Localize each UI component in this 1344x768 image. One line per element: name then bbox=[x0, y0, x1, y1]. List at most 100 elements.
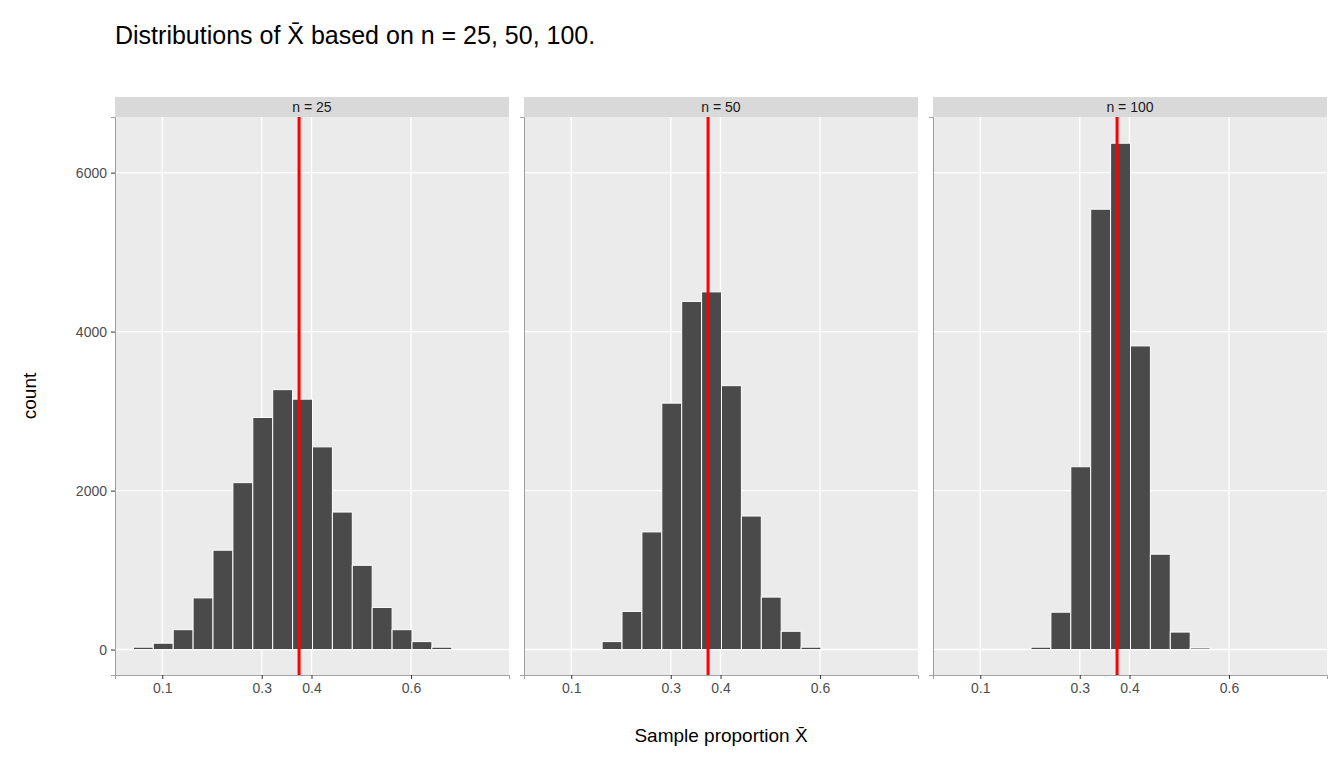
x-axis-line bbox=[525, 676, 919, 680]
strip-background bbox=[933, 97, 1327, 117]
strip-background bbox=[524, 97, 918, 117]
y-axis bbox=[929, 118, 934, 676]
bar bbox=[153, 643, 173, 649]
marks bbox=[1031, 117, 1210, 675]
panel: n = 250.10.30.40.60200040006000 bbox=[76, 97, 510, 696]
x-tick-mark bbox=[1130, 675, 1131, 679]
bar bbox=[761, 597, 781, 649]
bar bbox=[392, 630, 412, 650]
x-axis-title: Sample proportion X̄ bbox=[634, 725, 808, 746]
x-axis: 0.1 0.3 0.4 0.6 bbox=[934, 675, 1328, 696]
x-tick-mark bbox=[312, 675, 313, 679]
x-tick-label: 0.4 bbox=[302, 680, 322, 696]
bar bbox=[662, 403, 682, 649]
bar bbox=[642, 532, 662, 650]
grid-line-y bbox=[115, 172, 509, 173]
grid-line-x bbox=[980, 117, 981, 675]
bar bbox=[293, 399, 313, 649]
reference-line bbox=[1116, 117, 1119, 675]
x-tick: 0.3 bbox=[662, 675, 682, 696]
bar bbox=[821, 648, 841, 650]
x-tick-label: 0.3 bbox=[1071, 680, 1091, 696]
bar bbox=[582, 648, 602, 650]
x-tick-label: 0.6 bbox=[402, 680, 422, 696]
bar bbox=[682, 301, 702, 649]
grid-line-x bbox=[1228, 117, 1229, 675]
chart-title: Distributions of X̄ based on n = 25, 50,… bbox=[115, 21, 595, 49]
x-tick: 0.6 bbox=[402, 675, 422, 696]
y-axis: 0200040006000 bbox=[76, 118, 116, 676]
x-axis: 0.1 0.3 0.4 0.6 bbox=[116, 675, 510, 696]
y-axis-title: count bbox=[19, 372, 40, 419]
bar bbox=[432, 647, 452, 649]
bar bbox=[1190, 648, 1210, 650]
x-tick-label: 0.1 bbox=[562, 680, 582, 696]
panel: n = 50 0.1 0.3 0.4 0.6 bbox=[520, 97, 919, 696]
bar bbox=[332, 512, 352, 650]
bar bbox=[1091, 209, 1111, 649]
grid-line-y bbox=[115, 331, 509, 332]
bar bbox=[702, 292, 722, 650]
y-tick-mark bbox=[111, 491, 115, 492]
x-tick: 0.3 bbox=[253, 675, 273, 696]
x-tick-mark bbox=[721, 675, 722, 679]
bar bbox=[1051, 612, 1071, 649]
bar bbox=[1130, 346, 1150, 650]
marks bbox=[582, 117, 841, 675]
bar bbox=[233, 483, 253, 650]
x-tick-label: 0.1 bbox=[153, 680, 173, 696]
y-axis-line bbox=[520, 118, 525, 676]
x-tick: 0.3 bbox=[1071, 675, 1091, 696]
x-tick-mark bbox=[671, 675, 672, 679]
x-tick-mark bbox=[820, 675, 821, 679]
x-tick: 0.1 bbox=[971, 675, 991, 696]
y-axis bbox=[520, 118, 525, 676]
x-tick-mark bbox=[162, 675, 163, 679]
strip-label: n = 50 bbox=[701, 99, 741, 115]
y-tick-label: 6000 bbox=[76, 165, 107, 181]
x-tick: 0.4 bbox=[302, 675, 322, 696]
x-tick-label: 0.6 bbox=[811, 680, 831, 696]
grid-line-x bbox=[162, 117, 163, 675]
x-tick-mark bbox=[1229, 675, 1230, 679]
plot-background bbox=[524, 117, 918, 675]
x-tick: 0.4 bbox=[711, 675, 731, 696]
x-axis: 0.1 0.3 0.4 0.6 bbox=[525, 675, 919, 696]
x-tick-label: 0.3 bbox=[662, 680, 682, 696]
y-axis-line bbox=[111, 118, 116, 676]
x-tick-mark bbox=[571, 675, 572, 679]
bar bbox=[193, 598, 213, 650]
bar bbox=[602, 642, 622, 650]
bar bbox=[1031, 647, 1051, 649]
bar bbox=[133, 647, 153, 649]
y-axis-line bbox=[929, 118, 934, 676]
x-tick-label: 0.6 bbox=[1220, 680, 1240, 696]
x-tick-mark bbox=[411, 675, 412, 679]
y-tick-label: 4000 bbox=[76, 324, 107, 340]
x-tick-mark bbox=[262, 675, 263, 679]
y-tick-label: 0 bbox=[99, 642, 107, 658]
grid-line-x bbox=[410, 117, 411, 675]
grid-line-x bbox=[571, 117, 572, 675]
bar bbox=[312, 447, 332, 650]
x-tick: 0.6 bbox=[1220, 675, 1240, 696]
x-tick: 0.1 bbox=[562, 675, 582, 696]
plot-background bbox=[933, 117, 1327, 675]
bar bbox=[213, 550, 233, 649]
x-tick-mark bbox=[1080, 675, 1081, 679]
bar bbox=[622, 611, 642, 649]
reference-line bbox=[707, 117, 710, 675]
bar bbox=[352, 565, 372, 649]
bar bbox=[1111, 143, 1131, 649]
chart: Distributions of X̄ based on n = 25, 50,… bbox=[0, 0, 1344, 768]
marks bbox=[133, 117, 451, 675]
strip-background bbox=[115, 97, 509, 117]
x-tick: 0.6 bbox=[811, 675, 831, 696]
x-tick-label: 0.4 bbox=[711, 680, 731, 696]
x-tick-mark bbox=[980, 675, 981, 679]
x-tick-label: 0.3 bbox=[253, 680, 273, 696]
bar bbox=[273, 390, 293, 650]
x-tick-label: 0.4 bbox=[1120, 680, 1140, 696]
bar bbox=[781, 631, 801, 649]
x-tick: 0.4 bbox=[1120, 675, 1140, 696]
